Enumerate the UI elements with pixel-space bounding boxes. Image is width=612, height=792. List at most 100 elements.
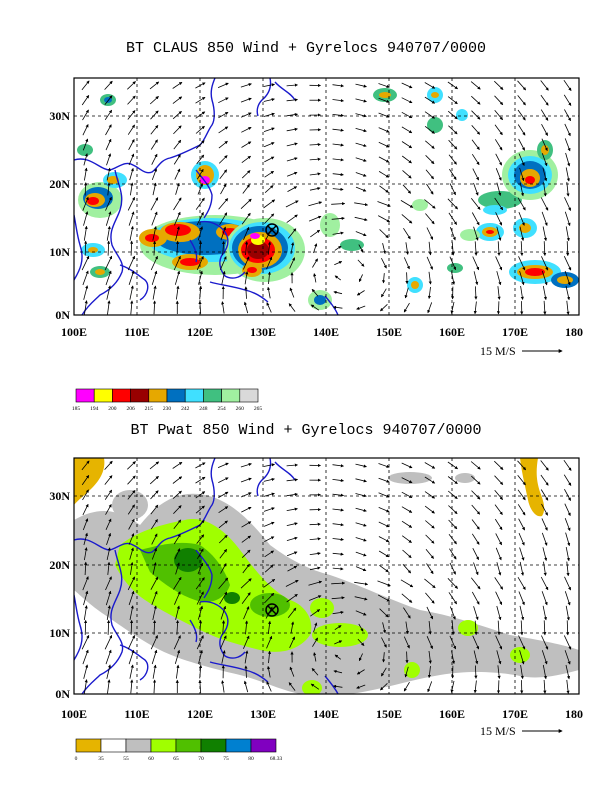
wind-vector	[355, 172, 367, 177]
wind-vector	[286, 507, 298, 511]
wind-vector	[288, 303, 296, 312]
wind-vector	[471, 139, 480, 151]
wind-vector	[264, 185, 274, 193]
colorbar-swatch	[75, 738, 102, 753]
wind-vector	[127, 635, 135, 650]
wind-vector	[150, 124, 159, 135]
wind-vector	[381, 288, 387, 298]
wind-vector	[494, 139, 503, 151]
wind-vector	[448, 139, 458, 150]
wind-vector	[424, 96, 436, 104]
wind-vector	[517, 460, 527, 471]
wind-vector	[332, 610, 344, 615]
wind-vector	[263, 142, 275, 148]
panel2-grid	[74, 458, 579, 694]
wind-vector	[563, 459, 572, 471]
wind-vector	[517, 80, 527, 91]
wind-vector	[426, 227, 434, 240]
wind-vector	[308, 580, 323, 586]
wind-vector	[241, 141, 252, 148]
wind-vector	[542, 605, 548, 621]
wind-vector	[175, 619, 180, 635]
wind-vector	[379, 185, 389, 193]
wind-vector	[494, 197, 504, 211]
wind-vector	[378, 507, 390, 513]
wind-vector	[173, 576, 182, 590]
wind-vector	[379, 229, 389, 239]
wind-vector	[82, 518, 89, 531]
wind-vector	[471, 95, 481, 105]
wind-vector	[264, 156, 275, 163]
wind-vector	[218, 97, 229, 104]
wind-vector	[494, 577, 504, 590]
wind-vector	[129, 619, 134, 635]
wind-vector	[494, 460, 504, 470]
wind-vector	[332, 113, 345, 117]
panel2-lon-label: 150E	[376, 707, 402, 721]
panel1-lat-label: 20N	[49, 177, 70, 191]
wind-vector	[195, 505, 205, 514]
wind-vector	[128, 153, 135, 166]
wind-vector	[564, 109, 571, 122]
wind-vector	[401, 141, 413, 149]
wind-vector	[403, 607, 411, 619]
wind-vector	[332, 305, 343, 309]
panel2-lon-axis: 100E 110E 120E 130E 140E 150E 160E 170E …	[61, 707, 583, 721]
wind-vector	[198, 300, 202, 314]
wind-vector	[428, 621, 432, 635]
wind-vector	[332, 98, 345, 103]
wind-vector	[358, 244, 364, 253]
panel2-map: 30N 20N 10N 0N 100E 110E 120E 130E 140E …	[49, 457, 583, 762]
wind-vector	[401, 535, 412, 543]
wind-vector	[309, 142, 321, 147]
wind-vector	[543, 241, 547, 257]
wind-vector	[175, 562, 180, 575]
wind-vector	[84, 167, 88, 181]
panel1-lat-axis: 30N 20N 10N 0N	[49, 109, 70, 322]
wind-vector	[540, 94, 549, 106]
wind-vector	[243, 635, 250, 649]
wind-vector	[472, 168, 479, 181]
wind-vector	[174, 270, 181, 285]
wind-vector	[355, 157, 367, 162]
wind-vector	[543, 679, 547, 694]
wind-vector	[427, 302, 433, 314]
wind-vector	[151, 547, 157, 560]
wind-vector	[128, 590, 135, 606]
colorbar-label: 55	[123, 756, 129, 762]
wind-vector	[381, 637, 387, 648]
wind-vector	[240, 462, 252, 468]
wind-vector	[309, 551, 321, 556]
wind-vector	[149, 475, 159, 485]
wind-vector	[540, 197, 549, 211]
wind-vector	[105, 576, 112, 591]
wind-vector	[127, 255, 135, 271]
wind-vector	[84, 240, 88, 256]
wind-vector	[84, 561, 88, 576]
wind-vector	[149, 81, 160, 90]
wind-vector	[242, 563, 250, 574]
wind-vector	[358, 274, 363, 283]
wind-vector	[400, 579, 414, 588]
wind-vector	[175, 240, 180, 256]
wind-vector	[496, 562, 502, 576]
wind-vector	[83, 532, 88, 546]
wind-vector	[266, 302, 272, 313]
colorbar-label: 242	[181, 406, 190, 412]
wind-vector	[83, 153, 88, 166]
wind-vector	[495, 591, 503, 606]
wind-vector	[519, 226, 525, 242]
wind-vector	[83, 211, 89, 226]
wind-vector	[172, 461, 183, 469]
wind-vector	[356, 290, 365, 296]
wind-vector	[470, 461, 481, 470]
colorbar-swatch	[225, 738, 252, 753]
wind-vector	[564, 197, 571, 211]
panel1-map: 30N 20N 10N 0N 100E 110E 120E 130E 140E …	[49, 77, 583, 412]
wind-vector	[82, 489, 89, 501]
colorbar-swatch	[148, 388, 168, 403]
wind-vector	[471, 504, 481, 515]
wind-vector	[451, 241, 455, 256]
wind-vector	[403, 636, 410, 649]
wind-vector	[218, 491, 229, 498]
